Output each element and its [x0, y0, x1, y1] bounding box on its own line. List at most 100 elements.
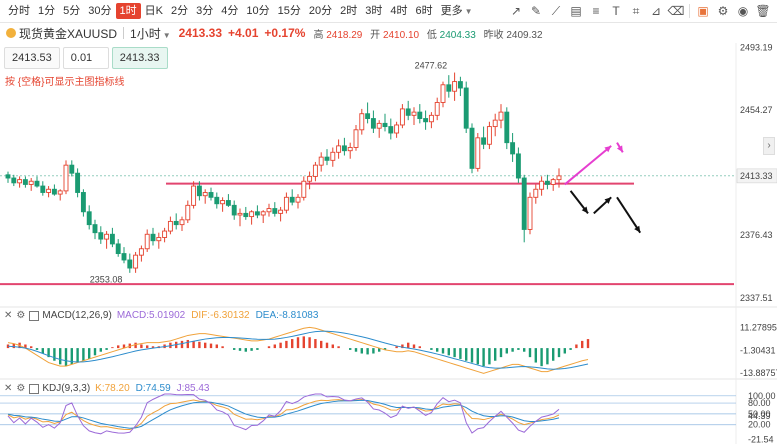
timeframe-8[interactable]: 4分: [221, 5, 239, 17]
candle-body: [185, 204, 191, 221]
candle-body: [243, 212, 249, 218]
camera-icon[interactable]: ▣: [697, 4, 709, 18]
candle-body: [411, 111, 417, 116]
candle-body: [266, 208, 272, 213]
candle-body: [63, 164, 69, 192]
timeframe-12[interactable]: 2时: [340, 5, 358, 17]
parallel-channel-icon[interactable]: ▤: [570, 4, 582, 18]
macd-label: MACD(12,26,9): [42, 310, 112, 321]
candle-body: [405, 108, 411, 116]
candle-body: [98, 232, 104, 240]
candle-body: [17, 179, 23, 184]
candle-body: [394, 124, 400, 134]
candle-body: [173, 220, 179, 226]
timeframe-11[interactable]: 20分: [308, 5, 333, 17]
timeframe-15[interactable]: 6时: [415, 5, 433, 17]
candle-body: [179, 219, 185, 226]
buy-price-button[interactable]: 2413.33: [111, 47, 168, 69]
candle-body: [202, 192, 208, 197]
candle-body: [399, 108, 405, 126]
candle-body: [133, 254, 139, 269]
fibonacci-icon[interactable]: ≡: [592, 4, 600, 18]
candle-body: [231, 204, 237, 216]
candle-body: [446, 84, 452, 92]
divider: [689, 4, 690, 18]
candle-body: [382, 122, 388, 128]
candle-body: [423, 118, 429, 123]
candle-body: [75, 172, 81, 193]
forecast-arrow-up-head: [616, 145, 623, 153]
candle-body: [301, 180, 307, 198]
pen-icon[interactable]: ✎: [530, 4, 542, 18]
divider: [123, 27, 125, 39]
timeframe-3[interactable]: 30分: [88, 5, 112, 17]
macd-y-tick: 11.27895: [740, 323, 777, 333]
close-icon[interactable]: ✕: [4, 383, 13, 394]
candle-body: [347, 147, 353, 152]
sell-price-button[interactable]: 2413.53: [4, 47, 60, 69]
symbol-selector[interactable]: 现货黄金XAUUSD: [6, 25, 117, 42]
candle-body: [46, 188, 52, 193]
toggle-box-icon[interactable]: [29, 383, 40, 394]
candle-body: [515, 153, 521, 179]
kdj-y-tick: 44.39: [748, 411, 771, 421]
ray-icon[interactable]: ⟋: [551, 3, 561, 18]
candle-body: [330, 151, 336, 161]
expand-panel-handle[interactable]: ›: [763, 137, 775, 155]
forecast-arrow-up-head: [604, 145, 612, 153]
last-price-tag-bg: [736, 168, 777, 184]
more-timeframes-button[interactable]: 更多 ▼: [437, 3, 477, 19]
toggle-box-icon[interactable]: [29, 310, 40, 321]
kdj-y-tick: 100.00: [748, 391, 776, 401]
quote-header: 现货黄金XAUUSD 1小时 ▼ 2413.33 +4.01 +0.17% 高 2…: [0, 23, 777, 43]
dea-line: [7, 330, 589, 370]
candle-body: [162, 230, 168, 238]
timeframe-1[interactable]: 1分: [38, 5, 56, 17]
close-icon[interactable]: ✕: [4, 310, 13, 321]
text-icon[interactable]: T: [612, 4, 620, 18]
timeframe-7[interactable]: 3分: [196, 5, 214, 17]
timeframe-9[interactable]: 10分: [246, 5, 270, 17]
timeframe-5[interactable]: 日K: [144, 5, 163, 17]
more-label: 更多: [440, 5, 463, 17]
timeframe-0[interactable]: 分时: [8, 5, 30, 17]
candle-body: [312, 164, 318, 177]
eraser-icon[interactable]: ⌫: [667, 4, 685, 18]
forecast-arrow-up: [564, 145, 612, 186]
timeframe-2[interactable]: 5分: [63, 5, 81, 17]
measure-icon[interactable]: ⌗: [632, 3, 640, 18]
candle-body: [86, 211, 92, 226]
timeframe-toolbar: 分时 1分 5分 30分 1时 日K 2分 3分 4分 10分 15分 20分 2时 3时 4时 6时 更多 ▼ …: [0, 0, 777, 23]
settings-icon[interactable]: ⚙: [16, 383, 26, 394]
candle-body: [5, 174, 11, 179]
ruler-icon[interactable]: ⊿: [650, 4, 662, 18]
j-value: J:85.43: [176, 383, 210, 394]
y-tick-label: 2376.43: [740, 230, 773, 240]
price-chart[interactable]: 2493.192454.272415.352376.432337.512413.…: [0, 43, 777, 444]
candle-body: [92, 224, 98, 234]
candle-body: [156, 237, 162, 242]
draw-line-icon[interactable]: ↗: [510, 4, 522, 18]
candle-body: [365, 113, 371, 119]
lot-size-input[interactable]: 0.01: [62, 47, 109, 69]
candle-body: [127, 259, 133, 269]
settings-icon[interactable]: ⚙: [717, 4, 729, 18]
open-label: 开: [370, 29, 381, 41]
trash-icon[interactable]: 🗑: [755, 4, 771, 18]
period-selector[interactable]: 1小时 ▼: [130, 25, 171, 42]
settings-icon[interactable]: ⚙: [16, 310, 26, 321]
j-line: [7, 393, 560, 435]
timeframe-10[interactable]: 15分: [277, 5, 301, 17]
timeframe-14[interactable]: 4时: [390, 5, 408, 17]
timeframe-4[interactable]: 1时: [115, 3, 141, 19]
candle-body: [533, 188, 539, 198]
candle-body: [254, 211, 260, 216]
candle-body: [486, 126, 492, 145]
timeframe-6[interactable]: 2分: [170, 5, 189, 17]
candle-body: [150, 233, 156, 242]
timeframe-13[interactable]: 3时: [365, 5, 383, 17]
visibility-icon[interactable]: ◉: [737, 4, 749, 18]
d-value: D:74.59: [135, 383, 171, 394]
candle-body: [144, 233, 150, 250]
dea-value: DEA:-8.81083: [255, 310, 319, 321]
